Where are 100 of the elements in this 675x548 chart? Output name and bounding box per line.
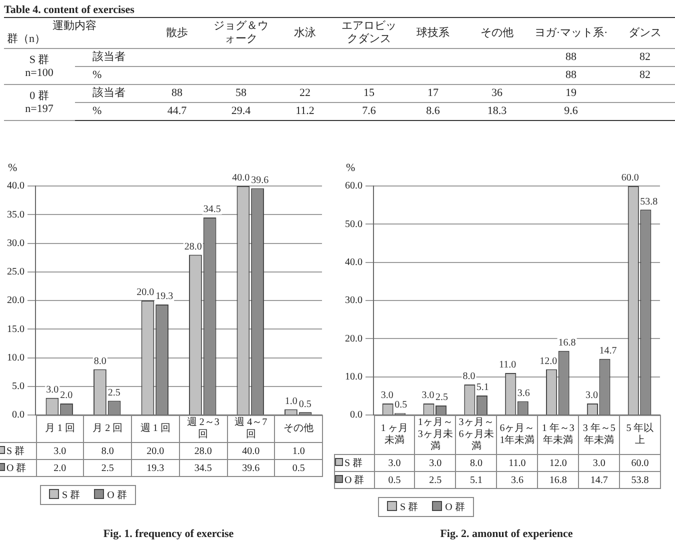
text: 0.5 xyxy=(394,400,408,411)
text: 該当者 xyxy=(74,84,145,102)
x-tick-label: 5 年以上 xyxy=(620,416,660,454)
x-tick-label: 1ヶ月～3ヶ月未満 xyxy=(414,416,456,454)
text: 該当者 xyxy=(74,48,145,66)
text: 0.5 xyxy=(298,398,312,410)
text: n=197 xyxy=(25,102,54,114)
text: % xyxy=(74,102,145,120)
text: 14.7 xyxy=(599,346,617,357)
y-tick-label: 15.0 xyxy=(7,324,24,335)
category-label: エアロビックダンス xyxy=(337,18,401,48)
data-label: 3.0 xyxy=(578,454,620,472)
text: 34.5 xyxy=(203,204,221,216)
y-tick-label: 0.0 xyxy=(350,410,362,421)
data-label: 88 xyxy=(529,66,613,84)
data-label: 1.0 xyxy=(274,442,322,460)
data-label: 2.0 xyxy=(36,460,84,476)
data-label: 20.0 xyxy=(132,442,180,460)
data-label: 36 xyxy=(465,84,529,102)
text: 3.0 xyxy=(380,390,394,402)
text: n=100 xyxy=(25,66,54,78)
text: 3.0 xyxy=(422,390,434,402)
category-label: その他 xyxy=(465,18,529,48)
x-tick-label: 3ヶ月～6ヶ月未満 xyxy=(456,416,497,454)
text: 3.0 xyxy=(46,384,59,396)
text: 11.0 xyxy=(499,360,516,371)
text: 2.0 xyxy=(60,390,73,402)
y-tick-label: 20.0 xyxy=(7,295,24,306)
text: 2.5 xyxy=(436,392,448,404)
legend-label: O 群 xyxy=(0,460,36,476)
text: 16.8 xyxy=(558,338,576,349)
x-tick-label: 週 2～3 回 xyxy=(179,416,227,442)
y-tick-label: 30.0 xyxy=(7,238,24,249)
data-label: 82 xyxy=(613,66,675,84)
data-label: 8.6 xyxy=(401,102,465,120)
y-tick-label: 0.0 xyxy=(12,410,24,421)
y-tick-label: 40.0 xyxy=(345,256,362,268)
data-label: 7.6 xyxy=(337,102,401,120)
text: 12.0 xyxy=(540,356,558,367)
text: 群（n） xyxy=(7,33,46,46)
data-label: 58 xyxy=(209,84,273,102)
text: 39.6 xyxy=(251,174,269,186)
data-label: 60.0 xyxy=(620,454,660,472)
text: O 群 xyxy=(445,502,465,513)
text: Fig. 1. frequency of exercise xyxy=(102,528,235,540)
legend-label: S 群 xyxy=(334,454,374,472)
category-label: ダンス xyxy=(613,18,675,48)
data-label: 18.3 xyxy=(465,102,529,120)
x-tick-label: 1 年～3 年未満 xyxy=(538,416,579,454)
text: 運動内容 xyxy=(52,20,98,33)
data-label: 12.0 xyxy=(538,454,579,472)
data-label: 14.7 xyxy=(578,472,620,488)
text: 60.0 xyxy=(621,172,639,184)
text: 19.3 xyxy=(156,291,174,302)
data-label: 82 xyxy=(613,48,675,66)
y-tick-label: 35.0 xyxy=(7,209,24,220)
data-label: 28.0 xyxy=(179,442,227,460)
data-label: 53.8 xyxy=(620,472,660,488)
data-label: 8.0 xyxy=(456,454,497,472)
y-tick-label: 25.0 xyxy=(7,266,24,278)
data-label: 40.0 xyxy=(227,442,275,460)
text: O 群 xyxy=(107,490,127,501)
category-label: 球技系 xyxy=(401,18,465,48)
y-tick-label: 10.0 xyxy=(345,371,362,382)
text: 53.8 xyxy=(640,196,658,208)
data-label: 2.5 xyxy=(414,472,456,488)
text: 2.5 xyxy=(108,387,120,398)
data-label: 5.1 xyxy=(456,472,497,488)
category-label: 水泳 xyxy=(273,18,337,48)
data-label: 16.8 xyxy=(538,472,579,488)
data-label: 19 xyxy=(529,84,613,102)
y-tick-label: 10.0 xyxy=(7,352,24,364)
data-label: 15 xyxy=(337,84,401,102)
data-label: 19.3 xyxy=(132,460,180,476)
y-tick-label: 40.0 xyxy=(7,180,24,192)
x-tick-label: 1 ヶ月未満 xyxy=(374,416,415,454)
x-tick-label: その他 xyxy=(274,416,322,442)
category-label: ヨガ·マット系· xyxy=(529,18,613,48)
data-label: 11.0 xyxy=(496,454,538,472)
data-label: 29.4 xyxy=(209,102,273,120)
y-axis-title: % xyxy=(8,162,18,174)
data-label: 3.0 xyxy=(414,454,456,472)
text: 8.0 xyxy=(462,371,476,382)
y-tick-label: 5.0 xyxy=(12,381,24,392)
y-tick-label: 50.0 xyxy=(345,218,362,230)
y-tick-label: 30.0 xyxy=(345,295,362,306)
data-label: 88 xyxy=(529,48,613,66)
data-label: 3.0 xyxy=(36,442,84,460)
data-label: 3.0 xyxy=(374,454,415,472)
data-label: 8.0 xyxy=(84,442,132,460)
text: 8.0 xyxy=(94,356,106,367)
data-label: 22 xyxy=(273,84,337,102)
legend-label: O 群 xyxy=(334,472,374,488)
y-tick-label: 60.0 xyxy=(345,180,362,192)
data-label: 0.5 xyxy=(274,460,322,476)
text: 3.6 xyxy=(517,388,530,399)
text: Table 4. content of exercises xyxy=(4,4,136,16)
text: % xyxy=(74,66,145,84)
x-tick-label: 月 1 回 xyxy=(36,416,84,442)
text: S 群 xyxy=(400,502,418,513)
